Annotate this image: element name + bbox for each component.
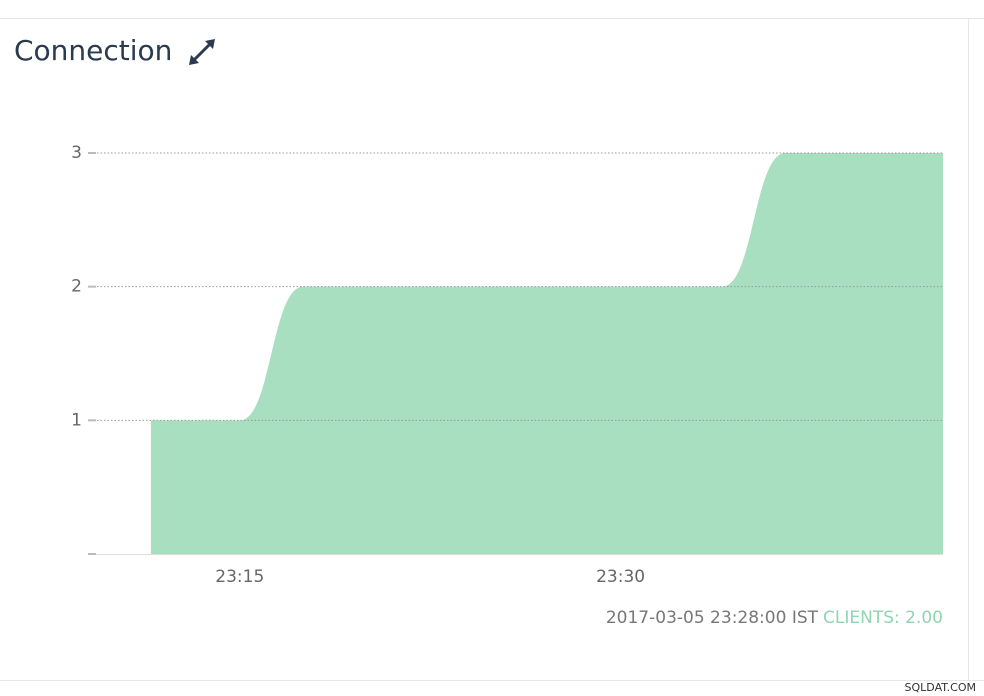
expand-icon[interactable] bbox=[189, 39, 215, 65]
y-tick-label: 2 bbox=[71, 277, 82, 297]
area bbox=[150, 153, 943, 554]
chart-title: Connection bbox=[14, 34, 172, 67]
x-tick-label: 23:30 bbox=[596, 567, 645, 587]
footer-timestamp: 2017-03-05 23:28:00 IST bbox=[606, 608, 819, 628]
watermark: SQLDAT.COM bbox=[905, 681, 976, 694]
y-tick-label: 1 bbox=[71, 410, 82, 430]
x-tick-label: 23:15 bbox=[215, 567, 264, 587]
y-tick-label: 3 bbox=[71, 143, 82, 163]
footer-status: CLIENTS: 2.00 bbox=[823, 608, 943, 628]
plot-area: 1 2 3 23:15 23:30 bbox=[71, 143, 943, 587]
